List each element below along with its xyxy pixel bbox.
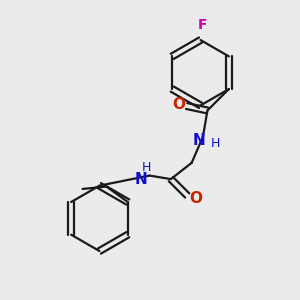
Text: N: N (134, 172, 147, 187)
Text: F: F (198, 18, 208, 32)
Text: H: H (142, 161, 151, 174)
Text: H: H (211, 137, 220, 150)
Text: O: O (189, 191, 202, 206)
Text: O: O (172, 97, 185, 112)
Text: N: N (193, 133, 206, 148)
